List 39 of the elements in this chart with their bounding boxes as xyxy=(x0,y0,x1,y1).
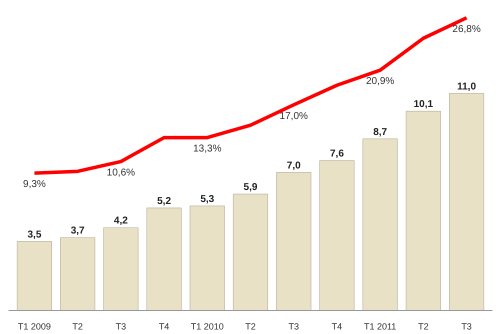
x-tick-label: T2 xyxy=(72,322,83,332)
data-label: 13,3% xyxy=(193,144,222,155)
x-tick-label: T1 2009 xyxy=(18,322,51,332)
data-label: 20,9% xyxy=(366,76,394,88)
data-label: 9,3% xyxy=(23,179,46,190)
data-label: 8,7 xyxy=(373,126,388,138)
data-label: 5,9 xyxy=(244,182,258,194)
bar xyxy=(103,227,138,310)
bar xyxy=(190,206,225,310)
data-label: 26,8% xyxy=(452,24,481,35)
data-label: 5,3 xyxy=(200,194,215,205)
x-tick-label: T3 xyxy=(461,322,472,332)
bar xyxy=(232,194,268,310)
bar xyxy=(16,241,52,310)
bar xyxy=(362,138,398,310)
data-label: 10,6% xyxy=(106,168,136,179)
bar xyxy=(146,208,182,310)
x-tick-label: T3 xyxy=(288,322,299,332)
bar xyxy=(60,237,96,310)
x-tick-label: T1 2010 xyxy=(190,322,224,332)
x-tick-label: T4 xyxy=(158,322,170,332)
x-tick-label: T2 xyxy=(418,322,429,332)
data-label: 10,1 xyxy=(414,99,434,110)
x-tick-label: T2 xyxy=(245,322,256,332)
data-label: 4,2 xyxy=(114,216,128,227)
bar xyxy=(406,110,441,310)
bar xyxy=(276,172,312,310)
data-label: 3,7 xyxy=(70,226,86,236)
data-label: 5,2 xyxy=(157,196,172,207)
bar xyxy=(448,93,484,310)
x-tick-label: T4 xyxy=(332,322,342,332)
data-label: 7,0 xyxy=(286,160,302,172)
x-tick-label: T3 xyxy=(116,322,126,332)
bar xyxy=(319,160,355,310)
x-tick-label: T1 2011 xyxy=(364,322,396,332)
data-label: 17,0% xyxy=(280,110,308,122)
data-label: 3,5 xyxy=(27,229,42,240)
data-label: 11,0 xyxy=(457,81,476,92)
data-label: 7,6 xyxy=(330,148,344,160)
